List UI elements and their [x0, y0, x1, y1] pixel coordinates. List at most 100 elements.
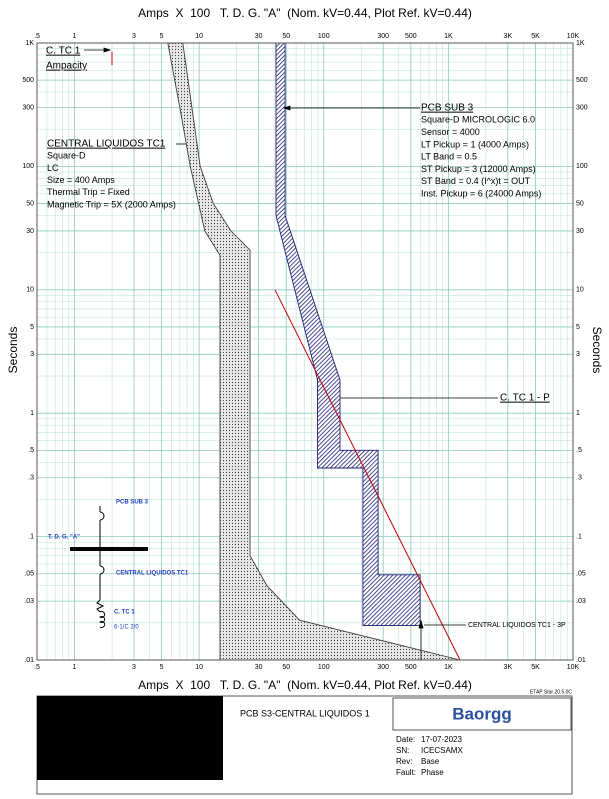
breaker: [99, 511, 105, 521]
y-tick-label: .1: [28, 533, 34, 540]
y-tick-label: .5: [28, 447, 34, 454]
one-line-label: PCB SUB 3: [116, 500, 149, 506]
annotation-line: ST Pickup = 3 (12000 Amps): [421, 164, 536, 174]
x-tick-label: 30: [255, 33, 263, 40]
x-tick-label: 500: [405, 664, 417, 671]
x-tick-label: .5: [34, 664, 40, 671]
annotation-line: Sensor = 4000: [421, 127, 480, 137]
y-tick-label: 10: [26, 287, 34, 294]
x-tick-label: 3K: [504, 33, 513, 40]
x-tick-label: 50: [282, 664, 290, 671]
y-tick-label: 1: [576, 410, 580, 417]
footer-fields: Date: 17-07-2023 SN: ICECSAMX Rev: Base Fault:…: [396, 735, 463, 777]
x-tick-label: 1: [73, 33, 77, 40]
field-label: Fault:: [396, 768, 416, 777]
curve-band: [167, 42, 461, 661]
load: [99, 611, 106, 628]
y-tick-label: 10: [576, 287, 584, 294]
x-tick-label: .5: [34, 33, 40, 40]
y-tick-label: 100: [576, 163, 588, 170]
x-axis-title: Amps X 100 T. D. G. "A" (Nom. kV=0.44, P…: [138, 6, 472, 20]
annotation-line: Thermal Trip = Fixed: [47, 187, 130, 197]
curve-band: [275, 42, 421, 627]
y-tick-label: .05: [576, 571, 586, 578]
y-tick-label: 50: [26, 200, 34, 207]
annotation-line: LC: [47, 163, 59, 173]
y-tick-label: 300: [22, 104, 34, 111]
x-tick-label: 300: [377, 33, 389, 40]
y-tick-label: .3: [28, 475, 34, 482]
software-version: ETAP Star 20.5.0C: [530, 689, 572, 695]
x-tick-label: 50: [282, 33, 290, 40]
x-tick-label: 1K: [444, 33, 453, 40]
project-name: PCB S3-CENTRAL LIQUIDOS 1: [240, 708, 370, 718]
x-tick-label: 5: [160, 664, 164, 671]
y-tick-label: .03: [576, 598, 586, 605]
y-axis-title: Seconds: [6, 327, 20, 374]
x-tick-label: 1: [73, 664, 77, 671]
curve-line: [274, 289, 461, 661]
y-tick-label: 500: [22, 77, 34, 84]
y-tick-label: 300: [576, 104, 588, 111]
x-tick-label: 1K: [444, 664, 453, 671]
field-label: SN:: [396, 746, 409, 755]
annotation-line: Size = 400 Amps: [47, 175, 115, 185]
annotation-title: PCB SUB 3: [421, 103, 474, 114]
logo-box: [392, 697, 572, 731]
y-tick-label: .01: [576, 657, 586, 664]
arrow: [418, 619, 424, 629]
y-tick-label: 30: [26, 228, 34, 235]
x-tick-label: 100: [318, 33, 330, 40]
y-tick-label: 3: [576, 351, 580, 358]
x-axis-title: Amps X 100 T. D. G. "A" (Nom. kV=0.44, P…: [138, 678, 472, 692]
field-value: 17-07-2023: [421, 735, 462, 744]
y-tick-label: 100: [22, 163, 34, 170]
x-tick-label: 100: [318, 664, 330, 671]
annotation-line: Ampacity: [46, 61, 87, 72]
y-tick-label: 1K: [576, 40, 585, 47]
y-tick-label: 5: [576, 324, 580, 331]
annotation-line: LT Pickup = 1 (4000 Amps): [421, 139, 529, 149]
breaker: [99, 565, 105, 575]
y-tick-label: 1K: [25, 40, 34, 47]
one-line-label: CENTRAL LIQUIDOS TC1: [116, 571, 189, 577]
annotation-title: CENTRAL LIQUIDOS TC1 - 3P: [468, 622, 566, 629]
one-line-diagram: [70, 506, 148, 628]
annotation-line: LT Band = 0.5: [421, 152, 477, 162]
x-tick-label: 3: [132, 664, 136, 671]
x-tick-label: 10: [195, 664, 203, 671]
y-tick-label: .3: [576, 475, 582, 482]
y-tick-label: 50: [576, 200, 584, 207]
x-tick-label: 3K: [504, 664, 513, 671]
cable: [96, 599, 105, 613]
x-tick-label: 5K: [531, 664, 540, 671]
logo: Baorgg: [452, 704, 512, 723]
x-tick-label: 300: [377, 664, 389, 671]
annotation-line: ST Band = 0.4 (I^x)t = OUT: [421, 176, 531, 186]
annotation-line: Inst. Pickup = 6 (24000 Amps): [421, 188, 541, 198]
x-tick-label: 10K: [567, 33, 580, 40]
leaders: [84, 47, 498, 660]
one-line-label: 6-1/C 2/0: [114, 625, 139, 631]
field-value: ICECSAMX: [421, 746, 463, 755]
redacted-block: [37, 696, 223, 780]
x-tick-label: 5: [160, 33, 164, 40]
arrow: [103, 47, 112, 53]
x-tick-label: 10: [195, 33, 203, 40]
y-tick-label: 3: [30, 351, 34, 358]
y-tick-label: 500: [576, 77, 588, 84]
annotation-line: Magnetic Trip = 5X (2000 Amps): [47, 199, 176, 209]
y-tick-label: 5: [30, 324, 34, 331]
grid: [36, 42, 574, 661]
field-label: Rev:: [396, 757, 412, 766]
field-value: Base: [421, 757, 440, 766]
y-tick-label: .05: [24, 571, 34, 578]
y-tick-label: 30: [576, 228, 584, 235]
x-tick-label: 5K: [531, 33, 540, 40]
annotation-title: CENTRAL LIQUIDOS TC1: [47, 139, 166, 150]
x-tick-label: 3: [132, 33, 136, 40]
arrow: [282, 105, 291, 111]
y-tick-label: .1: [576, 533, 582, 540]
plot-frame: [36, 42, 574, 661]
